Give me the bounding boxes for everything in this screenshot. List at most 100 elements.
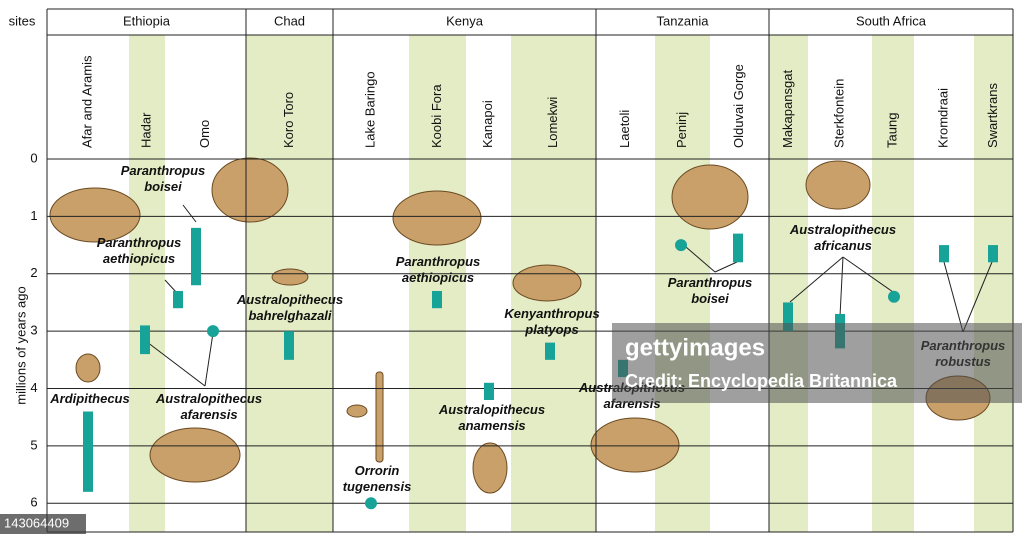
species-label-line: africanus bbox=[814, 238, 872, 253]
range-bar bbox=[140, 325, 150, 355]
species-label-line: afarensis bbox=[180, 407, 237, 422]
femur bbox=[375, 371, 384, 463]
y-axis-title: millions of years ago bbox=[13, 286, 28, 405]
corner-label: sites bbox=[9, 13, 36, 28]
species-label-line: Australopithecus bbox=[438, 402, 545, 417]
find-dot bbox=[675, 239, 687, 252]
leader-line bbox=[164, 279, 177, 293]
skull bbox=[392, 190, 482, 246]
species-label-line: anamensis bbox=[458, 418, 525, 433]
species-label-line: Ardipithecus bbox=[49, 391, 129, 406]
species-label-line: Paranthropus bbox=[97, 235, 182, 250]
species-label-line: Australopithecus bbox=[236, 292, 343, 307]
species-label-line: bahrelghazali bbox=[248, 308, 331, 323]
range-bar bbox=[484, 382, 494, 401]
species-label-line: aethiopicus bbox=[103, 251, 175, 266]
country-label: Chad bbox=[274, 13, 305, 28]
leader-line bbox=[842, 256, 894, 293]
watermark-id-box bbox=[0, 514, 86, 534]
species-label: Kenyanthropus platyops bbox=[504, 306, 599, 337]
leader-line bbox=[204, 332, 214, 387]
find-dot bbox=[365, 497, 377, 510]
skull-illustrations bbox=[49, 157, 991, 494]
species-label: Paranthropus aethiopicus bbox=[97, 235, 182, 266]
species-label-line: Australopithecus bbox=[155, 391, 262, 406]
site-label: Peninj bbox=[674, 112, 689, 148]
leader-line bbox=[714, 261, 738, 273]
species-label-line: Kenyanthropus bbox=[504, 306, 599, 321]
skull bbox=[211, 157, 289, 223]
range-bar bbox=[191, 227, 201, 286]
skull bbox=[75, 353, 101, 383]
leader-line bbox=[685, 246, 716, 273]
country-label: Tanzania bbox=[656, 13, 709, 28]
species-label: Paranthropus aethiopicus bbox=[396, 254, 481, 285]
shaded-column bbox=[974, 35, 1013, 532]
site-label: Swartkrans bbox=[985, 82, 1000, 148]
skull bbox=[805, 160, 871, 210]
leader-line bbox=[789, 256, 844, 303]
shaded-column bbox=[769, 35, 808, 532]
shaded-column bbox=[409, 35, 466, 532]
leader-line bbox=[182, 204, 197, 223]
site-label: Lomekwi bbox=[545, 97, 560, 148]
country-label: South Africa bbox=[856, 13, 927, 28]
range-bar bbox=[432, 290, 442, 309]
site-label: Olduvai Gorge bbox=[731, 64, 746, 148]
y-tick-label: 4 bbox=[30, 380, 37, 395]
range-bar bbox=[733, 233, 743, 263]
site-label: Lake Baringo bbox=[362, 71, 377, 148]
species-label-line: Orrorin bbox=[355, 463, 400, 478]
skull bbox=[590, 417, 680, 473]
species-label-line: boisei bbox=[144, 179, 182, 194]
skull bbox=[271, 268, 309, 286]
site-label: Laetoli bbox=[617, 110, 632, 148]
y-tick-label: 3 bbox=[30, 323, 37, 338]
foreground: Afar and Aramis Hadar Omo Ethiopia Koro Toro… bbox=[0, 8, 1022, 534]
y-tick-label: 6 bbox=[30, 495, 37, 510]
site-label: Koobi Fora bbox=[429, 84, 444, 148]
site-label: Kromdraai bbox=[935, 88, 950, 148]
species-label: Orrorin tugenensis bbox=[343, 463, 412, 494]
species-label-line: platyops bbox=[524, 322, 578, 337]
skull bbox=[671, 164, 749, 230]
site-label: Makapansgat bbox=[780, 70, 795, 148]
y-tick-label: 1 bbox=[30, 208, 37, 223]
y-tick-label: 0 bbox=[30, 150, 37, 165]
species-label: Ardipithecus bbox=[49, 391, 129, 406]
watermark-box bbox=[612, 323, 1022, 403]
watermark-brand: gettyimages bbox=[625, 334, 765, 361]
watermark-credit: Credit: Encyclopedia Britannica bbox=[625, 371, 898, 391]
species-label: Paranthropus boisei bbox=[668, 275, 753, 306]
species-label-line: boisei bbox=[691, 291, 729, 306]
site-label: Afar and Aramis bbox=[79, 55, 94, 148]
leader-line bbox=[839, 256, 844, 317]
site-label: Taung bbox=[884, 113, 899, 148]
skull bbox=[49, 187, 141, 243]
site-label: Kanapoi bbox=[480, 100, 495, 148]
find-dot bbox=[888, 290, 900, 303]
range-bar bbox=[988, 245, 998, 263]
species-label-line: Paranthropus bbox=[668, 275, 753, 290]
jaw bbox=[472, 442, 508, 494]
country-label: Kenya bbox=[446, 13, 484, 28]
species-label: Australopithecus africanus bbox=[789, 222, 896, 253]
range-bar bbox=[783, 302, 793, 332]
species-label-line: Australopithecus bbox=[789, 222, 896, 237]
species-label: Australopithecus anamensis bbox=[438, 402, 545, 433]
species-label: Paranthropus boisei bbox=[121, 163, 206, 194]
skull bbox=[149, 427, 241, 483]
leader-line bbox=[943, 261, 964, 333]
range-bar bbox=[545, 342, 555, 360]
skull bbox=[512, 264, 582, 302]
site-label: Koro Toro bbox=[281, 92, 296, 148]
range-bar bbox=[173, 290, 183, 309]
site-label: Hadar bbox=[138, 112, 153, 148]
species-label-line: Paranthropus bbox=[396, 254, 481, 269]
background bbox=[129, 35, 1013, 532]
shaded-column bbox=[872, 35, 914, 532]
range-bar bbox=[83, 411, 93, 492]
